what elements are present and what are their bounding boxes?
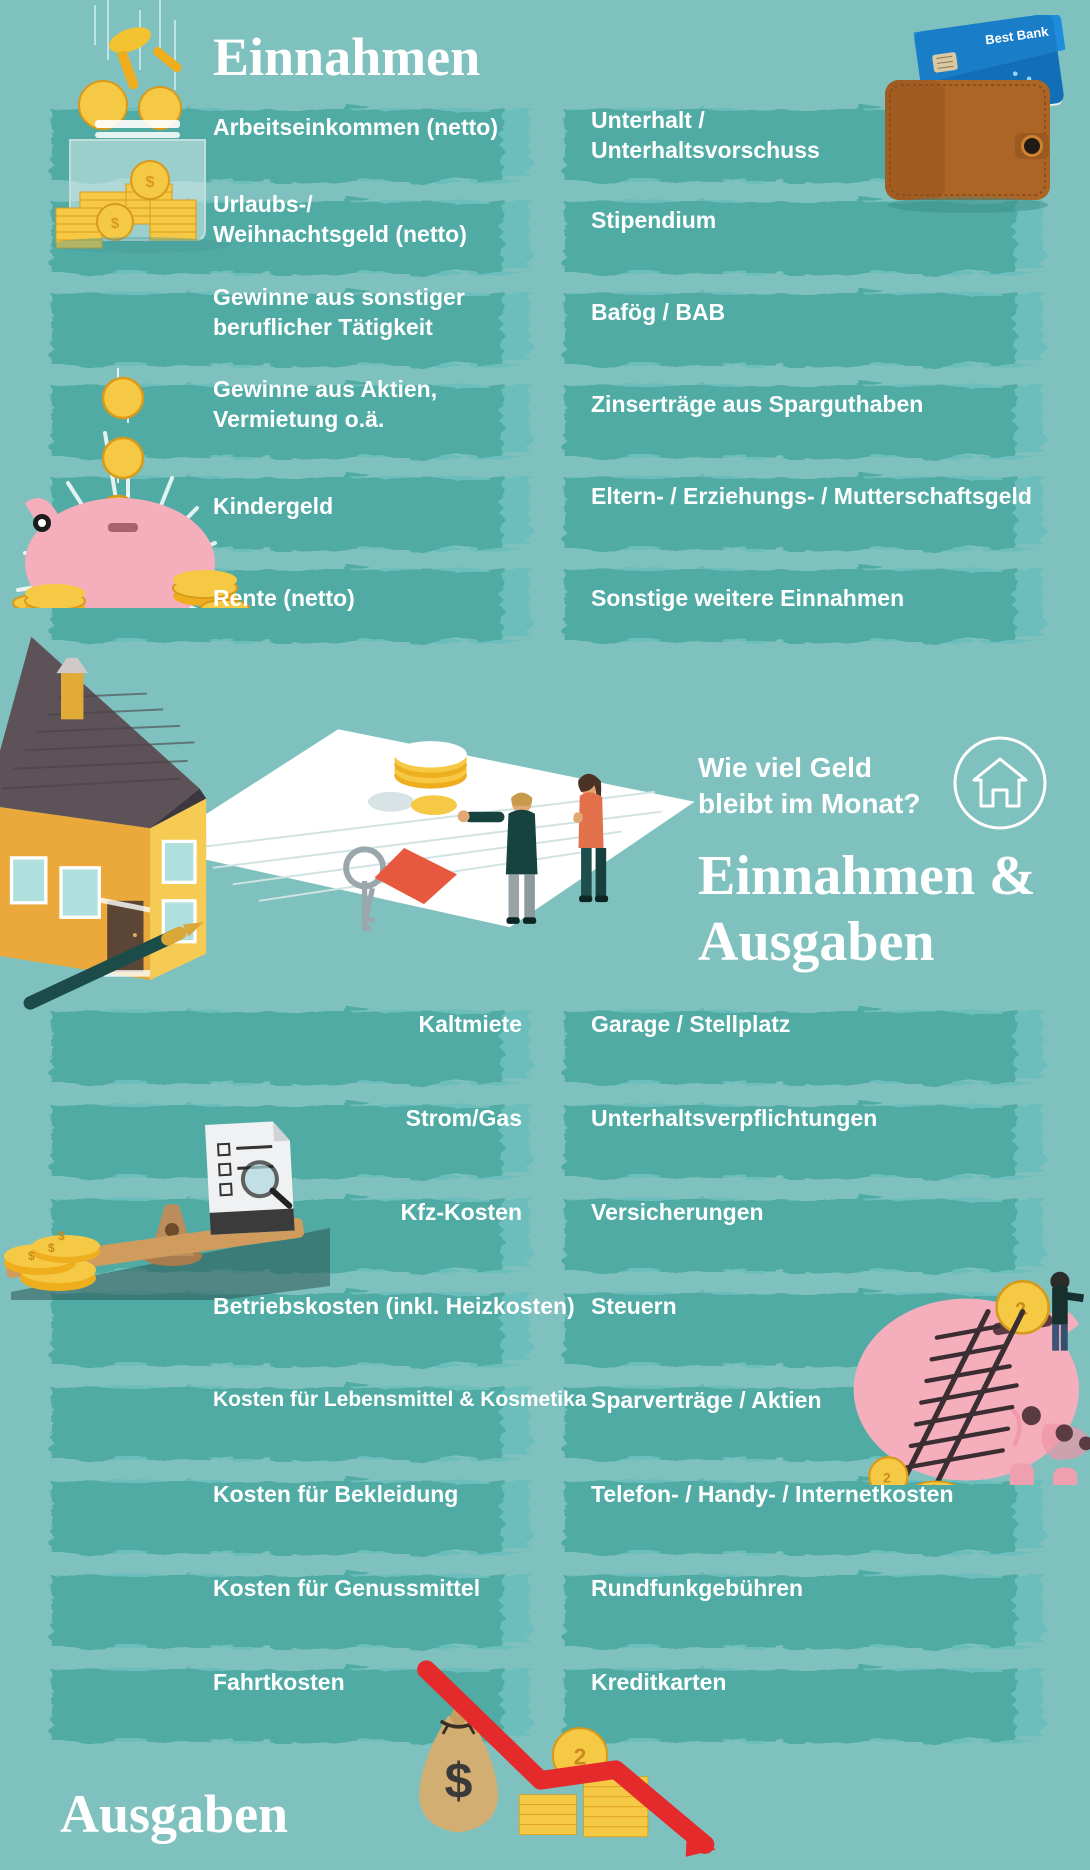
svg-text:$: $	[445, 1753, 473, 1809]
svg-text:$: $	[28, 1249, 35, 1263]
svg-text:$: $	[48, 1241, 55, 1255]
svg-text:$: $	[58, 1229, 65, 1243]
